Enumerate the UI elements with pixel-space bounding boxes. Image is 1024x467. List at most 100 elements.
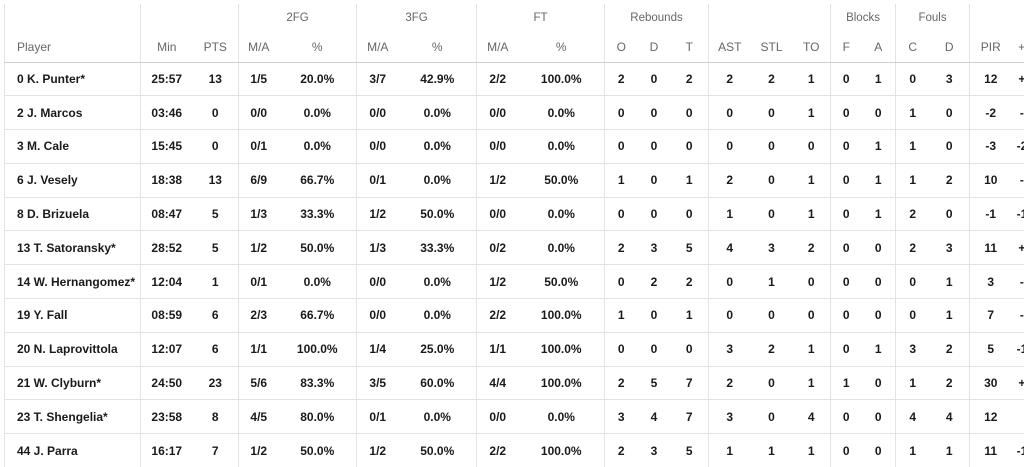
- cell-player[interactable]: 3 M. Cale: [4, 129, 141, 164]
- cell-pm: +4: [1011, 62, 1024, 97]
- col-blk-f[interactable]: F: [830, 32, 862, 63]
- cell-min: 16:17: [140, 433, 193, 467]
- col-2fg-ma[interactable]: M/A: [238, 32, 279, 63]
- table-row: 0 K. Punter* 25:57 13 1/5 20.0% 3/7 42.9% 2/2 10…: [4, 62, 1024, 97]
- cell-foul-d: 1: [929, 264, 970, 300]
- cell-fg2-pct: 33.3%: [278, 197, 357, 232]
- cell-ft-ma: 1/2: [476, 264, 519, 300]
- col-player[interactable]: Player: [4, 32, 141, 63]
- col-3fg-pct[interactable]: %: [398, 32, 477, 63]
- cell-player[interactable]: 6 J. Vesely: [4, 163, 141, 198]
- cell-ft-ma: 0/0: [476, 95, 519, 131]
- cell-reb-o: 0: [604, 95, 638, 131]
- cell-foul-c: 0: [895, 264, 930, 300]
- table-row: 14 W. Hernangomez* 12:04 1 0/1 0.0% 0/0 0.0% 1/…: [4, 264, 1024, 300]
- cell-foul-c: 2: [895, 230, 930, 266]
- cell-ast: 2: [708, 366, 751, 401]
- cell-fg2-ma: 0/1: [238, 264, 279, 300]
- cell-foul-c: 0: [895, 62, 930, 97]
- cell-ft-pct: 0.0%: [518, 95, 605, 131]
- cell-ast: 3: [708, 399, 751, 435]
- cell-reb-d: 3: [637, 230, 671, 266]
- cell-pir: 5: [969, 332, 1012, 367]
- col-foul-c[interactable]: C: [895, 32, 930, 63]
- cell-fg2-pct: 83.3%: [278, 366, 357, 401]
- col-plus-minus[interactable]: +/-: [1011, 32, 1024, 63]
- cell-reb-o: 1: [604, 298, 638, 333]
- cell-min: 24:50: [140, 366, 193, 401]
- cell-reb-t: 0: [670, 197, 709, 232]
- cell-to: 1: [792, 197, 831, 232]
- col-3fg-ma[interactable]: M/A: [356, 32, 399, 63]
- col-foul-d[interactable]: D: [929, 32, 970, 63]
- cell-pts: 5: [192, 197, 239, 232]
- col-pts[interactable]: PTS: [192, 32, 239, 63]
- col-pir[interactable]: PIR: [969, 32, 1012, 63]
- cell-blk-a: 1: [861, 163, 896, 198]
- cell-player[interactable]: 2 J. Marcos: [4, 95, 141, 131]
- table-row: 13 T. Satoransky* 28:52 5 1/2 50.0% 1/3 33.3% 0…: [4, 230, 1024, 266]
- cell-foul-d: 2: [929, 366, 970, 401]
- col-reb-t[interactable]: T: [670, 32, 709, 63]
- table-row: 21 W. Clyburn* 24:50 23 5/6 83.3% 3/5 60.0% 4/4…: [4, 366, 1024, 401]
- cell-pts: 5: [192, 230, 239, 266]
- cell-pir: -1: [969, 197, 1012, 232]
- cell-player[interactable]: 19 Y. Fall: [4, 298, 141, 333]
- cell-pts: 7: [192, 433, 239, 467]
- cell-player[interactable]: 21 W. Clyburn*: [4, 366, 141, 401]
- cell-pts: 13: [192, 163, 239, 198]
- cell-fg2-ma: 4/5: [238, 399, 279, 435]
- col-stl[interactable]: STL: [750, 32, 793, 63]
- cell-fg2-ma: 0/1: [238, 129, 279, 164]
- cell-to: 1: [792, 332, 831, 367]
- col-ast[interactable]: AST: [708, 32, 751, 63]
- cell-reb-o: 0: [604, 129, 638, 164]
- cell-fg3-ma: 1/3: [356, 230, 399, 266]
- cell-player[interactable]: 8 D. Brizuela: [4, 197, 141, 232]
- cell-pm: -2: [1011, 264, 1024, 300]
- cell-min: 23:58: [140, 399, 193, 435]
- group-blocks: Blocks: [830, 4, 896, 32]
- cell-blk-f: 0: [830, 62, 862, 97]
- col-blk-a[interactable]: A: [861, 32, 896, 63]
- cell-fg2-pct: 66.7%: [278, 298, 357, 333]
- cell-fg2-pct: 80.0%: [278, 399, 357, 435]
- cell-ft-ma: 2/2: [476, 298, 519, 333]
- cell-blk-a: 1: [861, 332, 896, 367]
- cell-player[interactable]: 20 N. Laprovittola: [4, 332, 141, 367]
- cell-stl: 2: [750, 62, 793, 97]
- cell-player[interactable]: 0 K. Punter*: [4, 62, 141, 97]
- cell-pir: -3: [969, 129, 1012, 164]
- col-reb-d[interactable]: D: [637, 32, 671, 63]
- col-ft-ma[interactable]: M/A: [476, 32, 519, 63]
- cell-foul-c: 3: [895, 332, 930, 367]
- cell-reb-o: 2: [604, 230, 638, 266]
- cell-player[interactable]: 44 J. Parra: [4, 433, 141, 467]
- cell-foul-d: 2: [929, 163, 970, 198]
- cell-player[interactable]: 14 W. Hernangomez*: [4, 264, 141, 300]
- cell-min: 25:57: [140, 62, 193, 97]
- cell-fg3-ma: 0/0: [356, 129, 399, 164]
- column-header-row: Player Min PTS M/A % M/A % M/A % O D T A…: [4, 32, 1024, 63]
- cell-stl: 2: [750, 332, 793, 367]
- col-min[interactable]: Min: [140, 32, 193, 63]
- cell-reb-o: 3: [604, 399, 638, 435]
- cell-ft-pct: 50.0%: [518, 163, 605, 198]
- cell-to: 2: [792, 230, 831, 266]
- cell-ft-pct: 100.0%: [518, 62, 605, 97]
- col-reb-o[interactable]: O: [604, 32, 638, 63]
- cell-ft-ma: 0/0: [476, 197, 519, 232]
- cell-fg2-ma: 5/6: [238, 366, 279, 401]
- cell-blk-f: 0: [830, 298, 862, 333]
- cell-reb-t: 7: [670, 399, 709, 435]
- table-row: 6 J. Vesely 18:38 13 6/9 66.7% 0/1 0.0% 1/2 50.0…: [4, 163, 1024, 198]
- cell-player[interactable]: 13 T. Satoransky*: [4, 230, 141, 266]
- cell-blk-a: 0: [861, 230, 896, 266]
- cell-player[interactable]: 23 T. Shengelia*: [4, 399, 141, 435]
- col-to[interactable]: TO: [792, 32, 831, 63]
- col-ft-pct[interactable]: %: [518, 32, 605, 63]
- cell-foul-d: 0: [929, 197, 970, 232]
- cell-pir: 10: [969, 163, 1012, 198]
- cell-blk-f: 0: [830, 332, 862, 367]
- col-2fg-pct[interactable]: %: [278, 32, 357, 63]
